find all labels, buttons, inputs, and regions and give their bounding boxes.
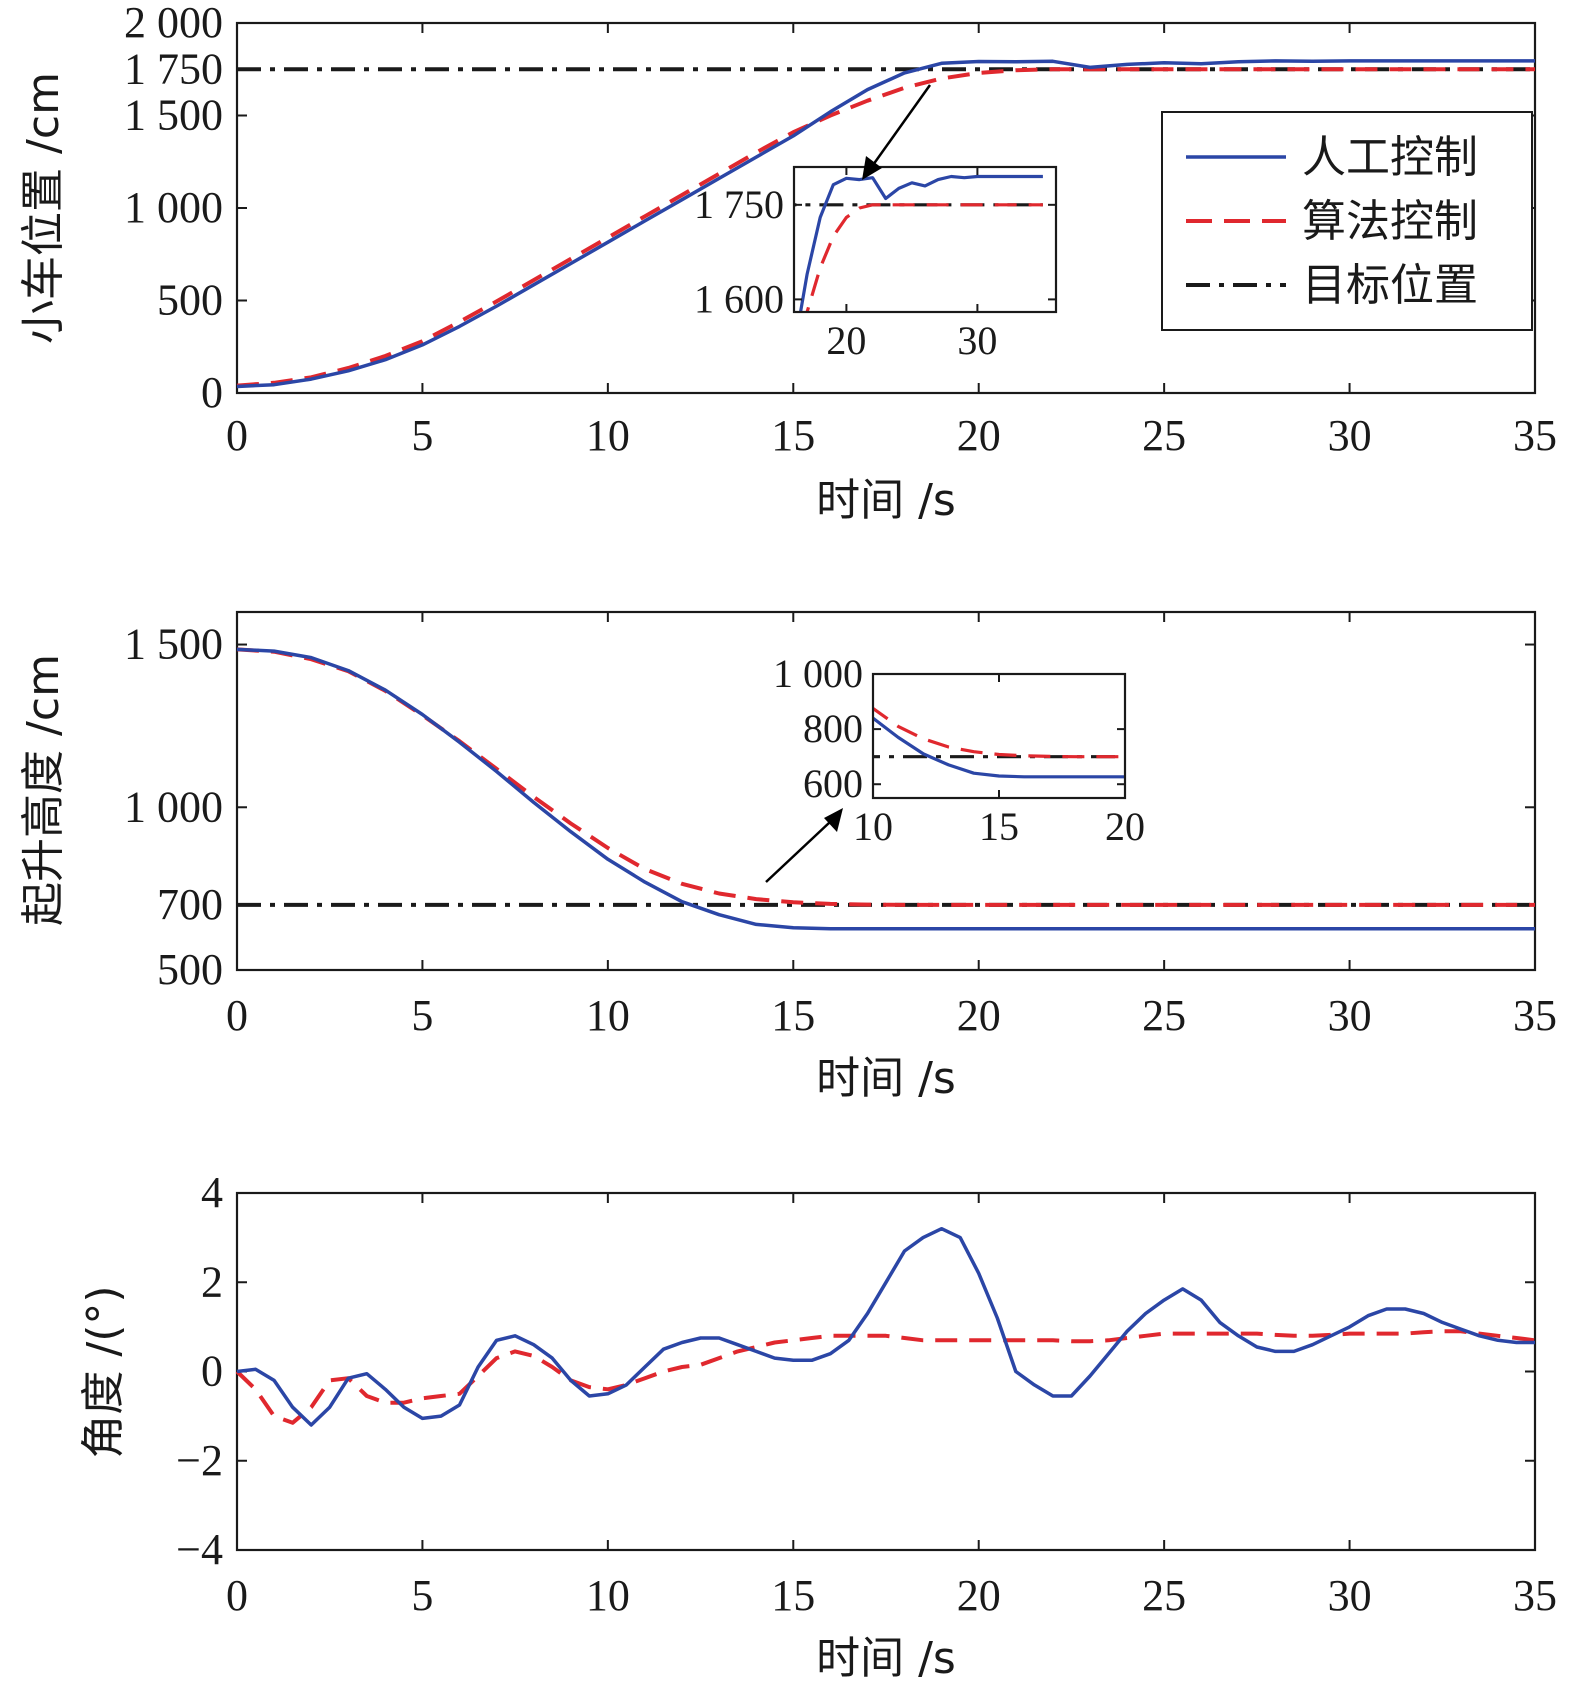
inset-clipped-series bbox=[873, 706, 1125, 779]
inset-series-group bbox=[873, 706, 1125, 779]
y-tick-label: 1 500 bbox=[124, 620, 223, 669]
plot-frame bbox=[235, 1191, 1537, 1552]
x-tick-label: 35 bbox=[1513, 1571, 1557, 1620]
y-tick-label: 0 bbox=[201, 368, 223, 417]
zoom-inset: 10 15 20 600 800 1 000 bbox=[773, 651, 1145, 849]
y-tick-label: 1 750 bbox=[124, 44, 223, 93]
series-group bbox=[236, 647, 1535, 931]
y-tick-label: 500 bbox=[157, 276, 223, 325]
axis-ticks: 0 5 10 15 20 25 30 35 −4 −2 0 2 4 bbox=[176, 1168, 1557, 1620]
y-tick-label: 0 bbox=[201, 1347, 223, 1396]
x-tick-label: 30 bbox=[1328, 1571, 1372, 1620]
x-tick-label: 25 bbox=[1142, 991, 1186, 1040]
series-manual bbox=[236, 647, 1535, 931]
inset-background bbox=[794, 167, 1056, 312]
x-tick-label: 20 bbox=[957, 991, 1001, 1040]
series-algorithm bbox=[235, 1329, 1536, 1425]
x-axis-label: 时间 /s bbox=[816, 1053, 956, 1104]
plot-frame bbox=[235, 610, 1537, 972]
legend: 人工控制 算法控制 目标位置 bbox=[1161, 111, 1533, 331]
inset-x-tick-label: 20 bbox=[1105, 804, 1145, 849]
x-axis-label: 时间 /s bbox=[816, 1633, 956, 1684]
legend-label-manual: 人工控制 bbox=[1302, 132, 1478, 183]
x-tick-label: 30 bbox=[1328, 991, 1372, 1040]
x-tick-label: 25 bbox=[1142, 1571, 1186, 1620]
inset-y-tick-label: 1 750 bbox=[694, 182, 784, 227]
inset-x-tick-label: 20 bbox=[826, 318, 866, 363]
inset-y-tick-label: 1 000 bbox=[773, 651, 863, 696]
y-tick-label: −4 bbox=[176, 1525, 223, 1574]
y-tick-label: 1 000 bbox=[124, 183, 223, 232]
y-tick-label: −2 bbox=[176, 1436, 223, 1485]
legend-label-algorithm: 算法控制 bbox=[1302, 196, 1478, 247]
y-tick-label: 2 000 bbox=[124, 0, 223, 47]
x-axis-label: 时间 /s bbox=[816, 475, 956, 526]
y-axis-label: 起升高度 /cm bbox=[18, 654, 69, 926]
x-tick-label: 5 bbox=[411, 991, 433, 1040]
y-tick-label: 2 bbox=[201, 1257, 223, 1306]
inset-ticks: 20 30 1 600 1 750 bbox=[694, 167, 1056, 363]
legend-entry-algorithm: 算法控制 bbox=[1186, 196, 1478, 247]
inset-y-tick-label: 1 600 bbox=[694, 276, 784, 321]
series-manual bbox=[236, 1226, 1535, 1427]
inset-y-tick-label: 600 bbox=[803, 761, 863, 806]
inset-series-algorithm bbox=[805, 203, 1043, 312]
inset-y-tick-label: 800 bbox=[803, 706, 863, 751]
inset-series-group bbox=[794, 174, 1043, 312]
y-axis-label: 小车位置 /cm bbox=[18, 72, 69, 344]
x-tick-label: 0 bbox=[226, 1571, 248, 1620]
x-tick-label: 10 bbox=[586, 1571, 630, 1620]
x-tick-label: 20 bbox=[957, 1571, 1001, 1620]
x-tick-label: 35 bbox=[1513, 411, 1557, 460]
legend-entry-target: 目标位置 bbox=[1186, 260, 1478, 311]
y-tick-label: 1 500 bbox=[124, 91, 223, 140]
x-tick-label: 10 bbox=[586, 991, 630, 1040]
x-tick-label: 35 bbox=[1513, 991, 1557, 1040]
y-tick-label: 1 000 bbox=[124, 782, 223, 831]
inset-series-manual bbox=[798, 174, 1043, 312]
series-algorithm bbox=[236, 67, 1535, 388]
y-tick-label: 700 bbox=[157, 880, 223, 929]
series-group bbox=[235, 1226, 1536, 1427]
x-tick-label: 0 bbox=[226, 411, 248, 460]
y-axis-label: 角度 /(°) bbox=[78, 1285, 129, 1458]
zoom-arrow bbox=[765, 808, 843, 883]
series-group bbox=[236, 59, 1535, 389]
axis-ticks: 0 5 10 15 20 25 30 35 500 700 1 000 1 500 bbox=[124, 612, 1557, 1040]
inset-series-manual bbox=[873, 715, 1125, 779]
x-tick-label: 5 bbox=[411, 1571, 433, 1620]
x-tick-label: 30 bbox=[1328, 411, 1372, 460]
x-tick-label: 15 bbox=[771, 411, 815, 460]
x-tick-label: 0 bbox=[226, 991, 248, 1040]
inset-series-algorithm bbox=[873, 706, 1125, 759]
zoom-arrow bbox=[862, 84, 932, 180]
inset-x-tick-label: 10 bbox=[853, 804, 893, 849]
y-tick-label: 4 bbox=[201, 1168, 223, 1217]
inset-clipped-series bbox=[794, 174, 1043, 312]
inset-ticks: 10 15 20 600 800 1 000 bbox=[773, 651, 1145, 849]
chart-panel-swing-angle: 0 5 10 15 20 25 30 35 −4 −2 0 2 4 时间 /s 角度 /(°) bbox=[78, 1168, 1557, 1684]
x-tick-label: 25 bbox=[1142, 411, 1186, 460]
series-manual bbox=[236, 59, 1535, 389]
x-tick-label: 20 bbox=[957, 411, 1001, 460]
legend-label-target: 目标位置 bbox=[1302, 260, 1478, 311]
zoom-inset: 20 30 1 600 1 750 bbox=[694, 165, 1058, 363]
chart-panel-hoist-height: 0 5 10 15 20 25 30 35 500 700 1 000 1 500 时间 /s 起升高… bbox=[18, 610, 1557, 1104]
inset-x-tick-label: 30 bbox=[957, 318, 997, 363]
x-tick-label: 15 bbox=[771, 991, 815, 1040]
inset-background bbox=[873, 674, 1125, 798]
legend-box bbox=[1161, 111, 1533, 331]
legend-entry-manual: 人工控制 bbox=[1186, 132, 1478, 183]
inset-frame bbox=[792, 165, 1058, 314]
x-tick-label: 15 bbox=[771, 1571, 815, 1620]
x-tick-label: 10 bbox=[586, 411, 630, 460]
inset-x-tick-label: 15 bbox=[979, 804, 1019, 849]
y-tick-label: 500 bbox=[157, 945, 223, 994]
x-tick-label: 5 bbox=[411, 411, 433, 460]
